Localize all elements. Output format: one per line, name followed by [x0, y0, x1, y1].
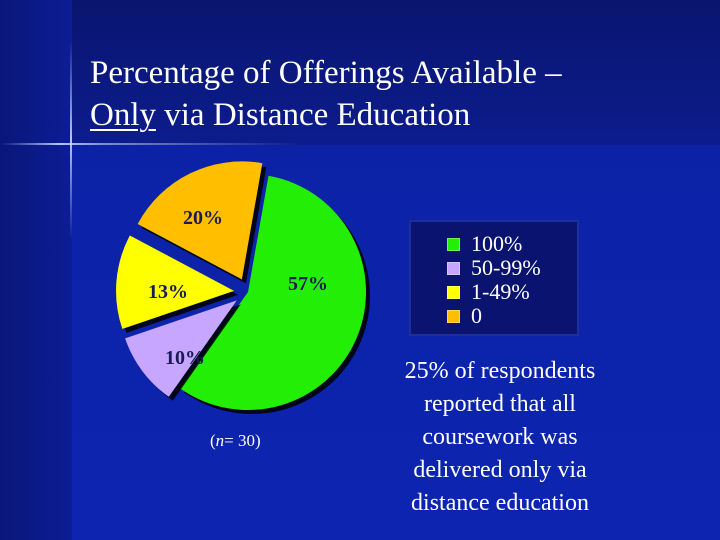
pie-slice-100: [179, 175, 366, 410]
chart-legend: 100% 50-99% 1-49% 0: [409, 220, 579, 336]
title-underlined-word: Only: [90, 97, 156, 133]
pie-slice-1-49: [116, 235, 235, 329]
title-line-1: Percentage of Offerings Available –: [90, 55, 562, 91]
legend-label: 100%: [471, 231, 523, 256]
legend-item: 100%: [447, 231, 577, 256]
sample-label-prefix: (: [210, 431, 216, 450]
pie-slice-50-99: [125, 300, 237, 397]
title-line-2-rest: via Distance Education: [156, 97, 471, 133]
legend-swatch: [447, 285, 460, 299]
sample-label-suffix: = 30): [224, 431, 261, 450]
sparkle-horizontal: [0, 143, 300, 145]
legend-item: 50-99%: [447, 255, 577, 280]
legend-label: 50-99%: [471, 255, 541, 280]
left-band: [0, 0, 72, 540]
pie-data-label: 57%: [288, 273, 328, 295]
legend-swatch: [447, 237, 460, 251]
sample-size-label: (n= 30): [210, 431, 261, 451]
legend-swatch: [447, 309, 460, 323]
pie-slice-0: [137, 161, 263, 280]
slide-title: Percentage of Offerings Available – Only…: [90, 52, 700, 136]
legend-swatch: [447, 261, 460, 275]
sparkle-vertical: [70, 40, 72, 240]
pie-data-label: 13%: [148, 281, 188, 303]
title-band: [0, 0, 720, 145]
legend-item: 0: [447, 303, 577, 328]
legend-label: 1-49%: [471, 279, 530, 304]
pie-data-label: 20%: [183, 207, 223, 229]
legend-label: 0: [471, 303, 482, 328]
title-line-2: Only via Distance Education: [90, 94, 700, 136]
legend-item: 1-49%: [447, 279, 577, 304]
pie-data-label: 10%: [165, 347, 205, 369]
sample-label-n: n: [215, 431, 225, 450]
summary-note: 25% of respondents reported that all cou…: [404, 358, 596, 516]
